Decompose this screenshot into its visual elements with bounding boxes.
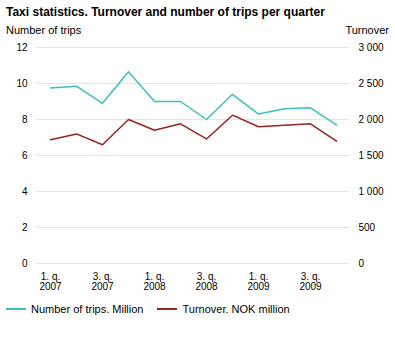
svg-text:8: 8 (22, 114, 28, 125)
html-text:Number of trips: Number of trips (6, 24, 82, 36)
svg-text:500: 500 (359, 222, 376, 233)
svg-text:1. q.2007: 1. q.2007 (39, 271, 62, 292)
html-text:Turnover. NOK million: Turnover. NOK million (182, 303, 290, 315)
html-text:Taxi statistics. Turnover and: Taxi statistics. Turnover and number of … (6, 5, 325, 19)
html-text:Number of trips. Million: Number of trips. Million (31, 303, 144, 315)
svg-text:2 000: 2 000 (359, 114, 384, 125)
svg-text:3. q.2007: 3. q.2007 (91, 271, 114, 292)
svg-text:3. q.2009: 3. q.2009 (299, 271, 322, 292)
svg-text:3. q.2008: 3. q.2008 (195, 271, 218, 292)
svg-text:1. q.2009: 1. q.2009 (247, 271, 270, 292)
svg-text:2: 2 (22, 222, 28, 233)
svg-text:6: 6 (22, 150, 28, 161)
svg-text:0: 0 (359, 258, 365, 269)
svg-text:4: 4 (22, 186, 28, 197)
svg-text:12: 12 (16, 42, 28, 53)
svg-text:1 000: 1 000 (359, 186, 384, 197)
svg-text:1 500: 1 500 (359, 150, 384, 161)
svg-text:10: 10 (16, 78, 28, 89)
svg-text:2 500: 2 500 (359, 78, 384, 89)
svg-text:0: 0 (22, 258, 28, 269)
svg-text:1. q.2008: 1. q.2008 (143, 271, 166, 292)
html-text:Turnover: Turnover (345, 24, 389, 36)
svg-text:3 000: 3 000 (359, 42, 384, 53)
